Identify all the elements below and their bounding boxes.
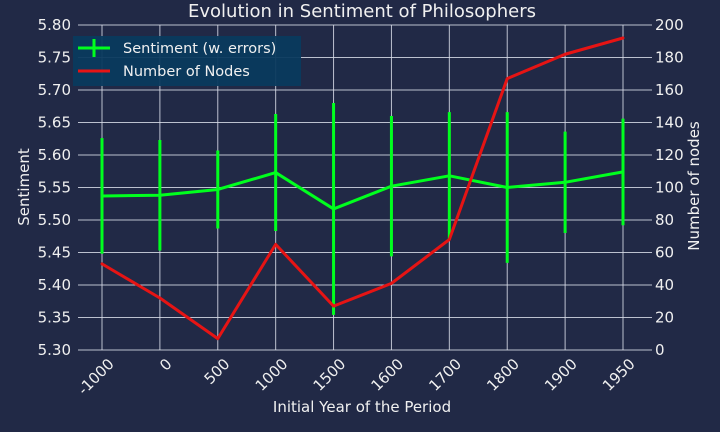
legend-nodes-label: Number of Nodes	[123, 64, 250, 80]
x-axis-label: Initial Year of the Period	[273, 398, 451, 416]
sentiment-line	[100, 170, 625, 211]
left-tick-label: 5.50	[38, 211, 71, 229]
legend: Sentiment (w. errors) Number of Nodes	[73, 36, 301, 86]
left-axis-label: Sentiment	[15, 148, 33, 226]
right-tick-label: 120	[655, 146, 684, 164]
left-tick-label: 5.40	[38, 276, 71, 294]
legend-sentiment-label: Sentiment (w. errors)	[123, 41, 276, 57]
left-tick-label: 5.75	[38, 49, 71, 67]
left-tick-label: 5.80	[38, 16, 71, 34]
right-tick-label: 200	[655, 16, 684, 34]
left-tick-label: 5.60	[38, 146, 71, 164]
right-axis: 0 20 40 60 80 100 120 140 160 180 200	[655, 16, 684, 359]
right-tick-label: 60	[655, 244, 674, 262]
legend-box	[73, 36, 301, 86]
series-layer	[100, 36, 625, 341]
left-tick-label: 5.65	[38, 114, 71, 132]
right-axis-label: Number of nodes	[685, 121, 703, 251]
left-tick-label: 5.30	[38, 341, 71, 359]
right-tick-label: 180	[655, 49, 684, 67]
left-tick-label: 5.35	[38, 309, 71, 327]
left-tick-label: 5.70	[38, 81, 71, 99]
right-tick-label: 40	[655, 276, 674, 294]
right-tick-label: 80	[655, 211, 674, 229]
right-tick-label: 100	[655, 179, 684, 197]
right-tick-label: 140	[655, 114, 684, 132]
left-axis: 5.30 5.35 5.40 5.45 5.50 5.55 5.60 5.65 5.70 5.75…	[38, 16, 71, 359]
right-tick-label: 0	[655, 341, 665, 359]
left-tick-label: 5.55	[38, 179, 71, 197]
right-tick-label: 160	[655, 81, 684, 99]
left-tick-label: 5.45	[38, 244, 71, 262]
chart-title: Evolution in Sentiment of Philosophers	[188, 1, 536, 22]
nodes-line	[100, 36, 625, 341]
right-tick-label: 20	[655, 309, 674, 327]
